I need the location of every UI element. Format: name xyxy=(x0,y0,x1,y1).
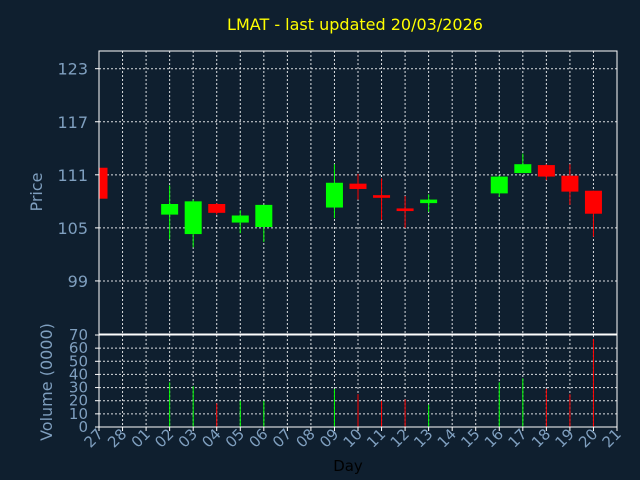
candle-body xyxy=(537,165,555,177)
chart-title: LMAT - last updated 20/03/2026 xyxy=(227,15,483,34)
price-tick-label: 111 xyxy=(57,166,88,185)
candles xyxy=(98,153,602,248)
candle-body xyxy=(349,183,367,189)
price-tick-label: 105 xyxy=(57,219,88,238)
volume-bars xyxy=(169,338,594,427)
candle-body xyxy=(208,203,226,213)
volume-tick-label: 40 xyxy=(69,365,88,383)
volume-tick-label: 60 xyxy=(69,339,88,357)
volume-tick-label: 50 xyxy=(69,352,88,370)
candle-body xyxy=(561,175,579,192)
candle-body xyxy=(373,195,391,198)
x-ticks: 2728010203040506070809101112131415161718… xyxy=(81,425,625,451)
candle-body xyxy=(99,167,108,199)
candle-body xyxy=(420,199,438,204)
x-axis-label: Day xyxy=(333,457,363,475)
candle-body xyxy=(161,203,179,215)
candle-body xyxy=(584,190,602,214)
volume-tick-label: 10 xyxy=(69,405,88,423)
price-y-ticks: 99 105 111 117 123 xyxy=(57,60,99,291)
volume-tick-label: 70 xyxy=(69,326,88,344)
candle-body xyxy=(490,176,508,194)
price-axis-label: Price xyxy=(27,172,46,211)
volume-tick-label: 0 xyxy=(78,418,88,436)
candle-body xyxy=(231,215,249,223)
volume-tick-label: 30 xyxy=(69,379,88,397)
price-tick-label: 123 xyxy=(57,60,88,79)
candle-body xyxy=(514,164,532,174)
candle-body xyxy=(184,201,202,235)
price-panel-frame xyxy=(98,50,618,335)
price-tick-label: 117 xyxy=(57,113,88,132)
volume-tick-label: 20 xyxy=(69,392,88,410)
candle-body xyxy=(396,208,414,212)
volume-axis-label: Volume (0000) xyxy=(37,323,56,441)
price-tick-label: 99 xyxy=(68,272,88,291)
candle-body xyxy=(255,204,273,227)
candle-body xyxy=(325,182,343,208)
